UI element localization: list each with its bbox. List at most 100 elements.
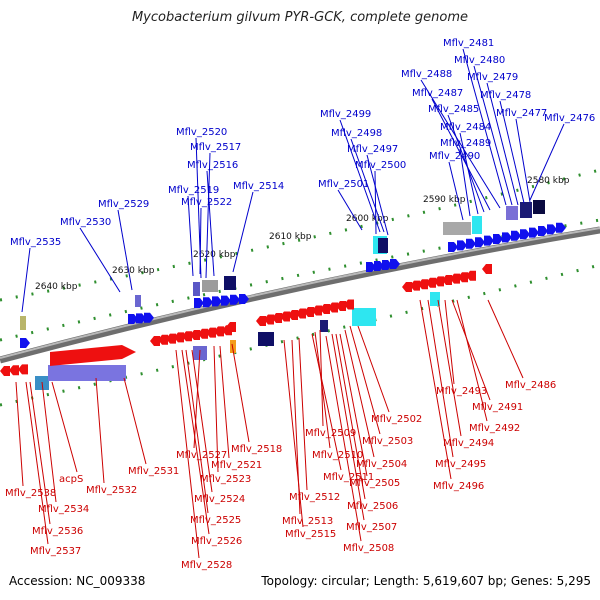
reverse-gene-arrow: [174, 332, 184, 343]
reverse-gene-arrow: [206, 327, 216, 338]
gene-block: [352, 308, 376, 326]
reverse-gene-label: Mflv_2524: [194, 494, 245, 505]
forward-gene-leader-line: [462, 48, 507, 206]
reverse-gene-arrow: [158, 334, 168, 345]
outer-scale-ring: [0, 168, 600, 302]
reverse-gene-label: Mflv_2515: [285, 529, 336, 540]
inner-scale-ring: [0, 263, 600, 407]
reverse-gene-leader-line: [451, 299, 491, 401]
scale-label: 2610 kbp: [269, 232, 312, 242]
reverse-gene-label: Mflv_2492: [469, 423, 520, 434]
reverse-gene-leader-line: [175, 349, 200, 559]
reverse-gene-label: Mflv_2505: [349, 478, 400, 489]
reverse-gene-leader-line: [427, 299, 454, 458]
reverse-gene-leader-line: [219, 345, 230, 459]
reverse-gene-label: Mflv_2518: [231, 444, 282, 455]
forward-gene-leader-line: [187, 195, 194, 277]
forward-gene-arrow: [136, 313, 146, 324]
forward-gene-arrow: [20, 338, 30, 348]
forward-gene-label: Mflv_2476: [544, 113, 595, 124]
reverse-gene-leader-line: [325, 335, 362, 542]
gene-block: [202, 280, 218, 292]
forward-gene-arrow: [556, 222, 566, 233]
reverse-gene-arrow: [482, 264, 492, 274]
forward-gene-label: Mflv_2514: [233, 181, 284, 192]
reverse-gene-leader-line: [437, 299, 462, 437]
reverse-gene-leader-line: [357, 325, 390, 413]
reverse-gene-label: Mflv_2507: [346, 522, 397, 533]
forward-gene-arrow: [366, 262, 376, 272]
forward-gene-label: Mflv_2500: [355, 160, 406, 171]
forward-gene-arrow: [239, 294, 249, 304]
forward-gene-arrow: [390, 259, 400, 269]
reverse-gene-leader-line: [444, 299, 455, 385]
reverse-gene-leader-line: [193, 349, 201, 449]
genome-backbone: [0, 226, 600, 364]
reverse-gene-label: Mflv_2486: [505, 380, 556, 391]
gene-block: [443, 222, 471, 235]
reverse-gene-arrow: [336, 301, 346, 311]
forward-gene-leader-line: [232, 191, 254, 273]
forward-gene-label: Mflv_2499: [320, 109, 371, 120]
reverse-gene-arrow: [288, 310, 298, 320]
scale-label: 2600 kbp: [346, 214, 389, 224]
reverse-gene-label: Mflv_2504: [356, 459, 407, 470]
forward-gene-leader-line: [447, 114, 485, 213]
reverse-gene-label: Mflv_2491: [472, 402, 523, 413]
reverse-gene-leader-line: [191, 349, 213, 493]
forward-gene-arrow: [194, 298, 204, 308]
reverse-gene-label: Mflv_2508: [343, 543, 394, 554]
reverse-gene-leader-line: [314, 331, 331, 449]
reverse-gene-leader-line: [487, 299, 524, 379]
forward-gene-label: Mflv_2519: [168, 185, 219, 196]
reverse-gene-arrow: [214, 326, 224, 337]
reverse-gene-label: Mflv_2536: [32, 526, 83, 537]
scale-label: 2590 kbp: [423, 195, 466, 205]
forward-gene-arrow: [212, 296, 222, 307]
forward-gene-label: Mflv_2479: [467, 72, 518, 83]
forward-gene-arrow: [520, 229, 530, 240]
gene-block: [378, 238, 388, 253]
forward-gene-leader-line: [529, 123, 565, 201]
genome-backbone-highlight: [0, 227, 600, 359]
forward-gene-label: Mflv_2489: [440, 138, 491, 149]
gene-block: [135, 295, 141, 307]
reverse-gene-label: Mflv_2538: [5, 488, 56, 499]
gene-block: [20, 316, 26, 330]
forward-gene-label: Mflv_2517: [190, 142, 241, 153]
gene-block: [193, 282, 200, 296]
reverse-gene-leader-line: [25, 381, 49, 545]
reverse-gene-leader-line: [339, 333, 368, 477]
forward-gene-arrow: [493, 234, 503, 244]
reverse-gene-arrow: [304, 307, 314, 317]
forward-gene-leader-line: [459, 148, 471, 217]
forward-gene-label: Mflv_2488: [401, 69, 452, 80]
gene-block: [520, 202, 532, 218]
forward-gene-label: Mflv_2490: [429, 151, 480, 162]
forward-gene-label: Mflv_2485: [428, 104, 479, 115]
reverse-gene-arrow: [280, 311, 290, 322]
reverse-gene-label: Mflv_2534: [38, 504, 89, 515]
reverse-gene-label: Mflv_2495: [435, 459, 486, 470]
forward-gene-leader-line: [420, 79, 501, 209]
forward-gene-arrow: [128, 314, 138, 324]
genome-summary: Topology: circular; Length: 5,619,607 bp…: [261, 574, 591, 588]
forward-gene-arrow: [382, 260, 392, 270]
reverse-gene-label: Mflv_2526: [191, 536, 242, 547]
reverse-gene-arrow: [466, 270, 476, 281]
reverse-gene-arrow: [190, 330, 200, 340]
reverse-gene-label: Mflv_2531: [128, 466, 179, 477]
reverse-gene-leader-line: [311, 333, 342, 471]
forward-gene-leader-line: [374, 170, 377, 235]
reverse-gene-label: Mflv_2509: [305, 428, 356, 439]
forward-gene-leader-line: [499, 100, 525, 204]
reverse-gene-leader-line: [419, 299, 452, 480]
forward-gene-label: Mflv_2480: [454, 55, 505, 66]
forward-gene-leader-line: [117, 209, 133, 291]
forward-gene-arrow: [457, 240, 467, 251]
reverse-gene-leader-line: [213, 345, 219, 473]
forward-gene-label: Mflv_2520: [176, 127, 227, 138]
reverse-gene-label: Mflv_2511: [323, 472, 374, 483]
reverse-gene-arrow: [402, 282, 412, 292]
